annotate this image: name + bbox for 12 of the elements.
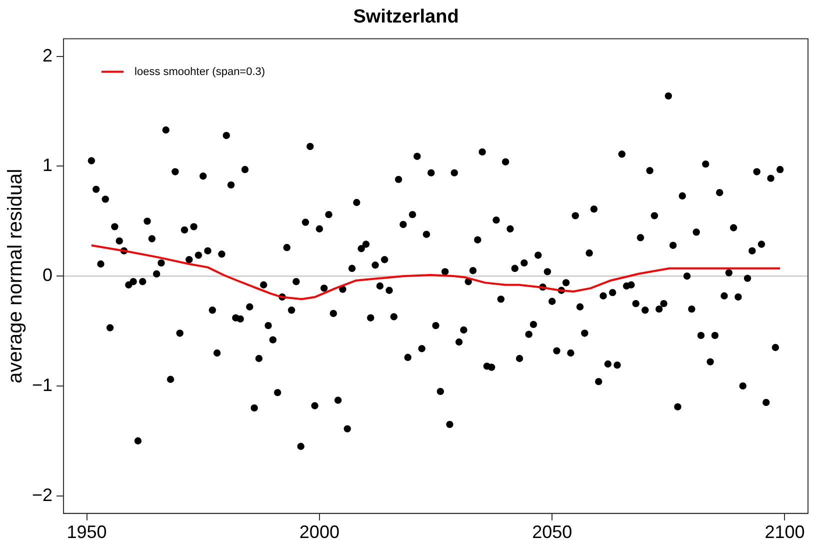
chart-title: Switzerland [353,6,459,28]
y-tick-label: −2 [32,484,53,505]
legend-label: loess smoohter (span=0.3) [134,66,266,78]
y-tick-label: 2 [42,45,53,66]
x-tick-label: 2050 [532,522,572,542]
x-tick-label: 2100 [764,522,805,542]
y-tick-label: 1 [42,155,53,176]
y-axis-title: average normal residual [4,168,27,384]
x-tick-label: 1950 [66,522,107,542]
y-tick-label: 0 [42,265,53,286]
y-tick-label: −1 [32,374,53,395]
x-tick-label: 2000 [299,522,340,542]
